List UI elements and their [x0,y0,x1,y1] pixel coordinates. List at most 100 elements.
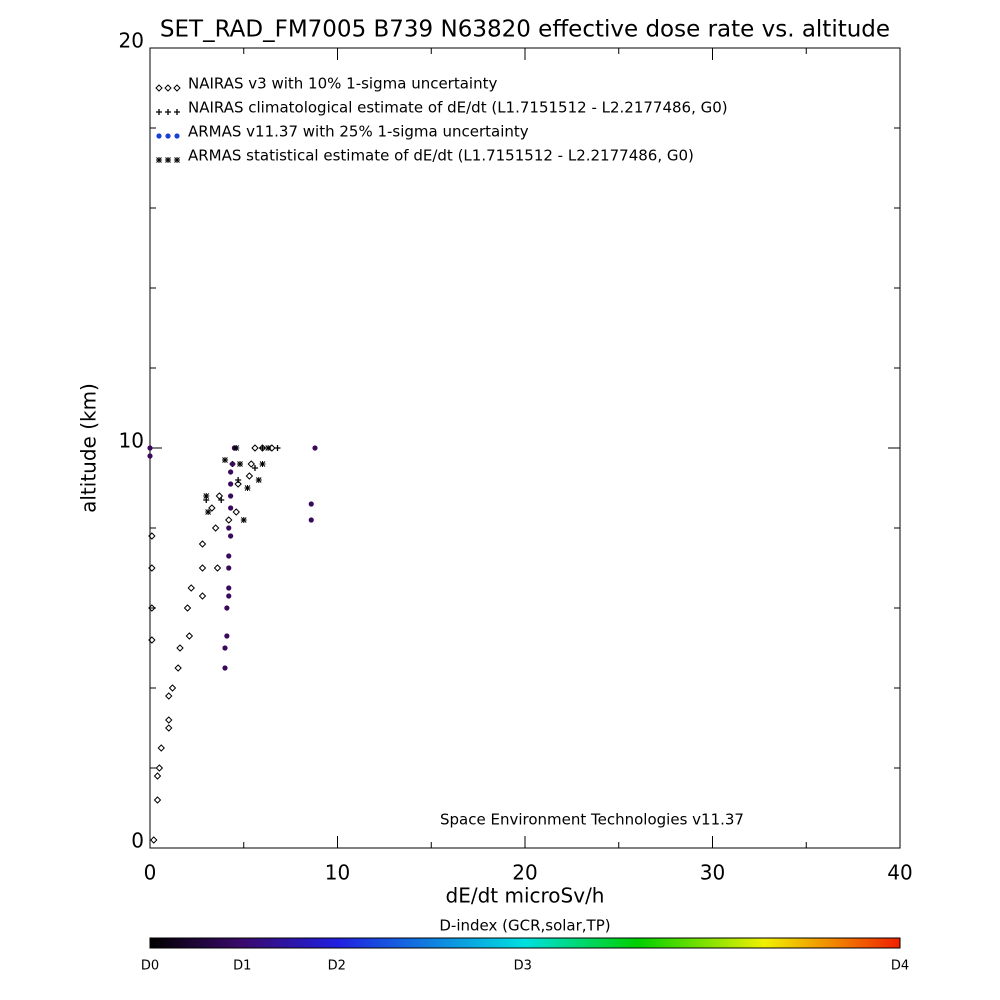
marker-plus [174,109,180,115]
dot [222,645,228,651]
marker-dot [226,553,232,559]
diamond [247,460,255,468]
plus [165,109,171,115]
x-tick-label: 10 [325,861,350,885]
diamond [198,592,207,600]
marker-diamond [213,564,222,572]
star [203,493,210,499]
legend-label: ARMAS statistical estimate of dE/dt (L1.… [188,147,694,165]
marker-diamond [148,636,156,644]
diamond [165,692,173,700]
marker-diamond [165,716,173,724]
dot [226,565,232,571]
y-tick-label: 20 [119,29,144,53]
diamond [168,684,177,692]
marker-diamond [174,664,182,672]
colorbar-label: D4 [891,959,909,974]
marker-diamond [150,836,158,844]
marker-diamond [165,692,173,700]
marker-star [259,461,266,467]
marker-diamond [165,724,173,732]
marker-dot [222,645,228,651]
star [156,157,162,163]
marker-diamond [215,492,224,500]
marker-diamond [185,632,194,640]
marker-star [265,445,272,451]
colorbar-title: D-index (GCR,solar,TP) [439,917,610,935]
dot [228,533,234,539]
marker-dot [147,445,153,451]
star [240,517,247,523]
dot [226,525,232,531]
marker-dot [226,585,232,591]
dot [226,585,232,591]
diamond [251,444,259,452]
marker-star [222,457,228,463]
colorbar [149,937,901,949]
dot [174,133,180,139]
diamond [211,524,220,532]
marker-dot [308,517,314,523]
dot [224,605,230,611]
dot [224,633,230,639]
diamond [157,744,165,752]
marker-diamond [268,444,276,452]
diamond [208,504,216,512]
diamond [148,604,156,612]
legend-label: NAIRAS climatological estimate of dE/dt … [188,99,728,117]
star [174,157,180,163]
marker-dot [147,453,153,459]
diamond [148,532,156,540]
dot [228,505,234,511]
x-tick-label: 40 [887,861,912,885]
marker-diamond [208,504,216,512]
diamond [176,644,184,652]
star [244,485,251,491]
diamond [234,480,242,488]
annotation: Space Environment Technologies v11.37 [440,811,744,829]
marker-dot [224,633,230,639]
marker-star [255,477,262,483]
dot [228,469,234,475]
marker-diamond [157,744,165,752]
chart-title: SET_RAD_FM7005 B739 N63820 effective dos… [160,17,890,43]
diamond [164,84,172,92]
diamond [198,564,207,572]
diamond [148,636,156,644]
marker-diamond [155,764,164,772]
diamond [155,764,164,772]
marker-diamond [234,480,242,488]
plus [156,109,162,115]
legend-label: NAIRAS v3 with 10% 1-sigma uncertainty [188,75,497,93]
marker-dot [228,533,234,539]
dot [229,461,236,467]
y-tick-label: 0 [131,829,144,853]
marker-diamond [164,84,172,92]
diamond [183,604,192,612]
marker-diamond [153,772,162,780]
x-axis-label: dE/dt microSv/h [446,884,605,908]
dot [228,481,234,487]
diamond [153,796,162,804]
marker-diamond [153,796,162,804]
star [265,445,272,451]
legend-label: ARMAS v11.37 with 25% 1-sigma uncertaint… [188,123,529,141]
diamond [215,492,224,500]
star [259,461,266,467]
marker-diamond [173,84,181,92]
marker-diamond [148,564,156,572]
marker-diamond [187,584,195,592]
dot [147,453,153,459]
diamond [225,516,233,524]
marker-diamond [198,564,207,572]
colorbar-label: D3 [514,959,532,974]
diamond [187,584,195,592]
marker-diamond [176,644,184,652]
dot [228,493,234,499]
marker-star [205,509,212,515]
plus [252,465,258,471]
marker-star [237,461,243,467]
star [222,457,228,463]
marker-diamond [155,84,163,92]
marker-dot [312,445,318,451]
